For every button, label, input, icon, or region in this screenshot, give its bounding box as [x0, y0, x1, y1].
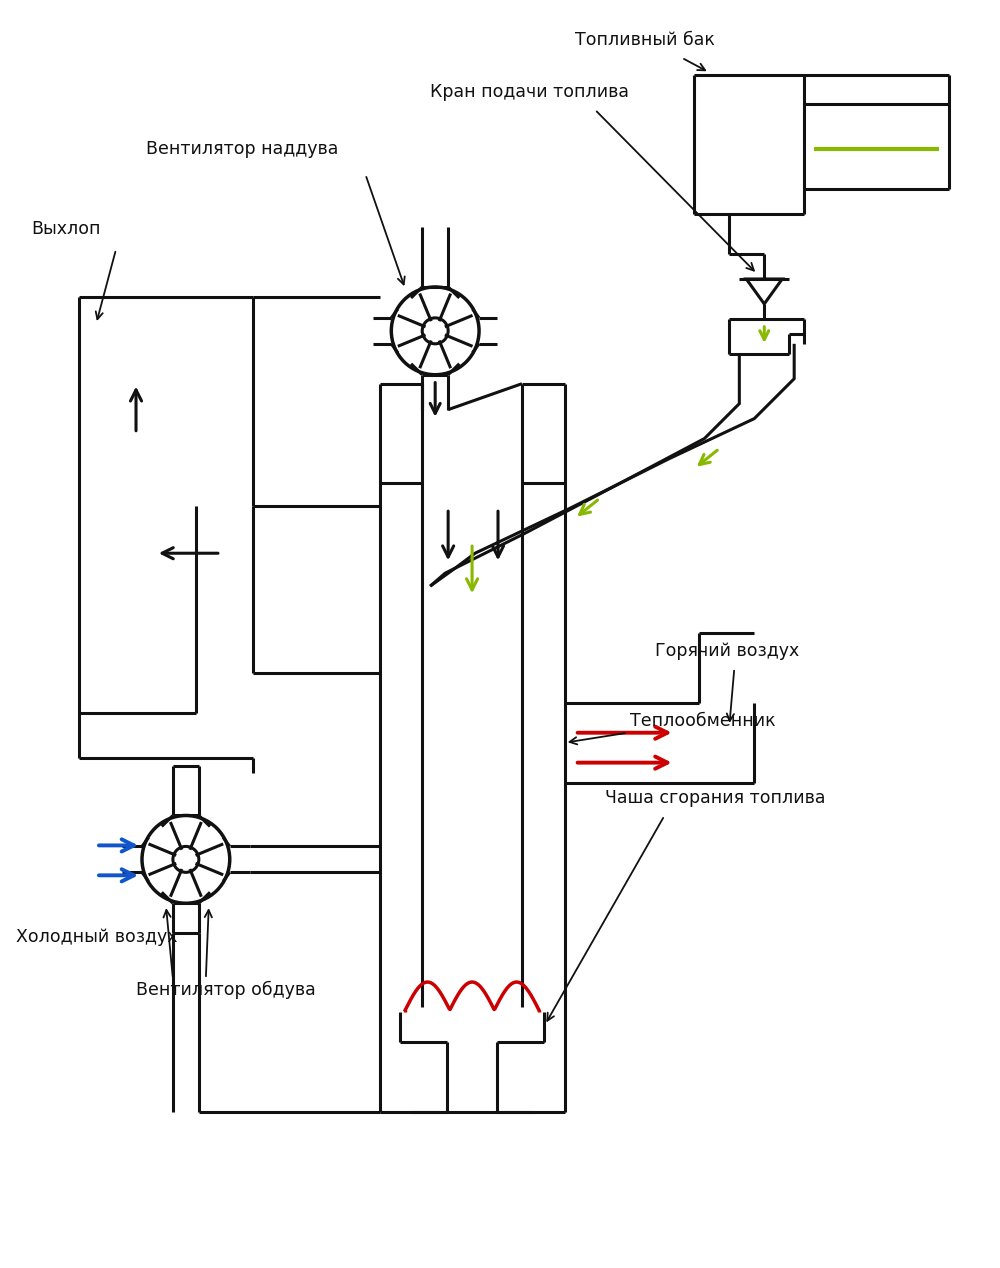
Text: Вентилятор обдува: Вентилятор обдува	[136, 980, 316, 999]
Text: Вентилятор наддува: Вентилятор наддува	[146, 141, 338, 158]
Text: Холодный воздух: Холодный воздух	[16, 928, 178, 946]
Text: Чаша сгорания топлива: Чаша сгорания топлива	[605, 789, 825, 806]
Text: Топливный бак: Топливный бак	[575, 30, 715, 48]
Circle shape	[173, 847, 199, 872]
Text: Горячий воздух: Горячий воздух	[655, 642, 799, 659]
Text: Теплообменник: Теплообменник	[630, 711, 775, 730]
Circle shape	[422, 318, 448, 344]
Text: Выхлоп: Выхлоп	[31, 221, 101, 238]
Text: Кран подачи топлива: Кран подачи топлива	[430, 84, 629, 101]
